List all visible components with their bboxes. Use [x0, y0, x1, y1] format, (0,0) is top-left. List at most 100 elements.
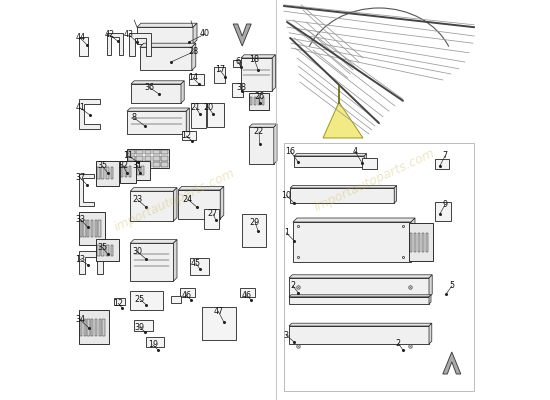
Text: 20: 20 [203, 103, 213, 112]
Bar [79, 212, 105, 245]
Polygon shape [233, 24, 251, 46]
Polygon shape [220, 186, 224, 219]
Text: 38: 38 [236, 83, 246, 92]
Bar [249, 93, 269, 110]
Bar [131, 84, 181, 103]
Bar [97, 245, 100, 256]
Text: 12: 12 [181, 132, 191, 140]
Polygon shape [181, 81, 184, 103]
Bar [136, 156, 143, 161]
Text: 12: 12 [113, 299, 123, 308]
Polygon shape [411, 218, 415, 262]
Bar [189, 74, 204, 85]
Text: 35: 35 [97, 162, 107, 170]
Text: 1: 1 [284, 228, 289, 237]
Polygon shape [127, 108, 189, 111]
Bar [233, 60, 240, 67]
Bar [146, 337, 164, 347]
Polygon shape [140, 43, 196, 47]
Polygon shape [290, 186, 397, 188]
Polygon shape [178, 186, 224, 190]
Bar [129, 166, 131, 177]
Text: 5: 5 [449, 282, 454, 290]
Bar [214, 67, 226, 83]
Bar [127, 149, 169, 168]
Text: 10: 10 [281, 191, 291, 200]
Bar [137, 166, 140, 175]
Bar [190, 258, 210, 275]
Bar [95, 220, 97, 236]
Bar [98, 220, 101, 236]
Text: 42: 42 [104, 30, 115, 39]
Polygon shape [429, 295, 431, 304]
Bar [262, 97, 264, 105]
Polygon shape [173, 240, 177, 281]
Bar [84, 318, 86, 336]
Text: 26: 26 [254, 92, 264, 101]
Text: 44: 44 [75, 34, 85, 42]
Text: 29: 29 [250, 218, 260, 226]
Polygon shape [274, 124, 277, 164]
Bar [134, 320, 153, 331]
Bar [182, 131, 196, 140]
Bar [87, 220, 90, 236]
Bar [96, 161, 119, 186]
Polygon shape [289, 323, 432, 326]
Bar [435, 202, 451, 221]
Bar [242, 214, 266, 247]
Bar [289, 326, 429, 344]
Bar [254, 97, 256, 105]
Polygon shape [364, 154, 367, 167]
Polygon shape [249, 124, 277, 127]
Bar [101, 245, 104, 256]
Polygon shape [137, 23, 197, 27]
Text: 2: 2 [395, 339, 401, 348]
Text: 40: 40 [200, 30, 210, 38]
Polygon shape [394, 186, 397, 203]
Bar [362, 158, 377, 169]
Text: 30: 30 [132, 247, 142, 256]
Bar [128, 150, 135, 154]
Bar [106, 167, 109, 179]
Bar [232, 83, 243, 97]
Bar [98, 318, 101, 336]
Bar [153, 156, 160, 161]
Bar [130, 191, 173, 221]
Text: 46: 46 [242, 291, 252, 300]
Bar [258, 97, 260, 105]
Text: 4: 4 [353, 147, 358, 156]
Bar [84, 220, 86, 236]
Polygon shape [241, 55, 276, 58]
Polygon shape [323, 102, 363, 138]
Text: 39: 39 [135, 323, 145, 332]
Bar [95, 318, 97, 336]
Bar [418, 233, 420, 252]
Bar [130, 243, 173, 281]
Bar [91, 220, 93, 236]
Bar [202, 307, 236, 340]
Text: 14: 14 [188, 74, 198, 82]
Polygon shape [79, 251, 103, 274]
Bar [128, 162, 135, 167]
Text: 6: 6 [236, 58, 241, 66]
Bar [204, 209, 219, 229]
Text: 7: 7 [442, 152, 448, 160]
Bar [293, 222, 411, 262]
Bar [102, 318, 104, 336]
Polygon shape [294, 154, 367, 156]
Bar [409, 223, 433, 261]
Bar [289, 297, 429, 304]
Polygon shape [79, 174, 94, 206]
Bar [414, 233, 416, 252]
Polygon shape [130, 188, 177, 191]
Polygon shape [186, 108, 189, 134]
Polygon shape [443, 352, 461, 374]
Text: 43: 43 [124, 30, 134, 39]
Bar [106, 245, 109, 256]
Bar [191, 103, 206, 128]
Bar [153, 150, 160, 154]
Bar [97, 167, 100, 179]
Bar [145, 150, 151, 154]
Bar [80, 318, 82, 336]
Bar [290, 188, 394, 203]
